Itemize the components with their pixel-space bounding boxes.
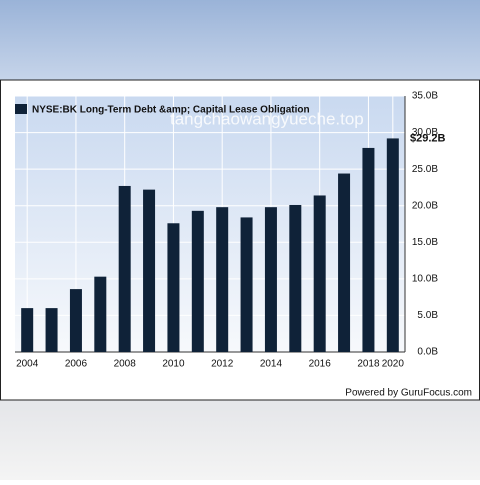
bar bbox=[143, 189, 156, 352]
bar bbox=[386, 138, 399, 352]
y-tick-label: 5.0B bbox=[417, 310, 438, 321]
bar bbox=[362, 147, 375, 352]
x-tick-label: 2016 bbox=[309, 359, 332, 370]
bar bbox=[264, 207, 277, 352]
bar bbox=[45, 308, 58, 352]
x-tick-label: 2012 bbox=[211, 359, 234, 370]
bar bbox=[191, 210, 204, 352]
bar bbox=[338, 173, 351, 352]
bar bbox=[94, 276, 107, 352]
bar bbox=[21, 308, 34, 352]
bar bbox=[118, 185, 131, 352]
bar bbox=[240, 217, 253, 352]
y-tick-label: 15.0B bbox=[412, 237, 438, 248]
x-tick-label: 2020 bbox=[382, 359, 405, 370]
y-tick-label: 25.0B bbox=[412, 164, 438, 175]
x-tick-label: 2004 bbox=[16, 359, 39, 370]
y-tick-label: 30.0B bbox=[412, 127, 438, 138]
bar bbox=[313, 195, 326, 352]
y-tick-label: 35.0B bbox=[412, 91, 438, 102]
bar bbox=[216, 207, 229, 352]
x-tick-label: 2008 bbox=[114, 359, 137, 370]
y-tick-label: 20.0B bbox=[412, 200, 438, 211]
bar bbox=[289, 204, 302, 352]
bar bbox=[69, 289, 82, 352]
x-tick-label: 2010 bbox=[162, 359, 185, 370]
x-tick-label: 2006 bbox=[65, 359, 88, 370]
legend-label: NYSE:BK Long-Term Debt &amp; Capital Lea… bbox=[32, 105, 310, 116]
credit: Powered by GuruFocus.com bbox=[345, 388, 472, 399]
value-label: $29.2B bbox=[410, 132, 446, 144]
legend-swatch bbox=[15, 104, 27, 114]
watermark: tangchaowangyueche.top bbox=[170, 109, 364, 128]
y-tick-label: 0.0B bbox=[417, 347, 438, 358]
bar bbox=[167, 223, 180, 352]
x-tick-label: 2018 bbox=[357, 359, 380, 370]
x-tick-label: 2014 bbox=[260, 359, 283, 370]
y-tick-label: 10.0B bbox=[412, 273, 438, 284]
